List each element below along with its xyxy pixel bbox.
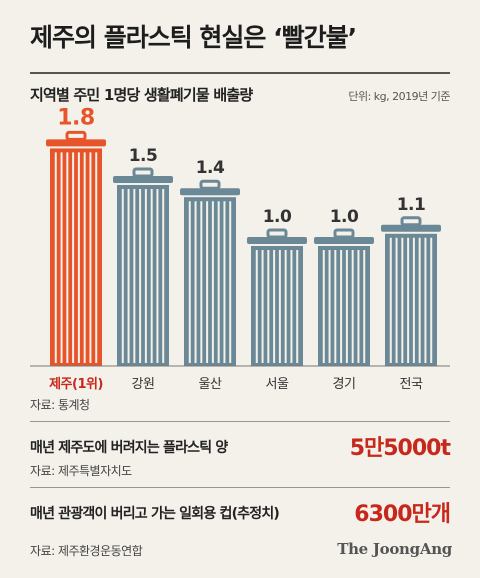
- trash-body: [184, 197, 236, 366]
- trash-lid: [314, 237, 374, 244]
- title-divider: [30, 72, 450, 74]
- chart-source: 자료: 통계청: [30, 398, 90, 412]
- category-label-3: 서울: [266, 377, 289, 392]
- data-label-4: 1.0: [330, 207, 359, 227]
- trash-body: [318, 246, 370, 366]
- fact-2-label: 매년 관광객이 버리고 가는 일회용 컵(추정치): [30, 506, 280, 522]
- trash-lid-handle: [65, 130, 87, 141]
- trash-body: [251, 246, 303, 366]
- fact-divider-1: [30, 421, 450, 422]
- bar-2: [180, 179, 240, 366]
- bar-3: [247, 228, 307, 366]
- fact-1-source: 자료: 제주특별자치도: [30, 464, 132, 478]
- joongang-logo: The JoongAng: [337, 540, 452, 558]
- fact-1-label: 매년 제주도에 버려지는 플라스틱 양: [30, 440, 228, 456]
- bar-1: [113, 167, 173, 366]
- trash-lid-handle: [266, 228, 288, 239]
- data-label-3: 1.0: [263, 207, 292, 227]
- trash-body: [117, 185, 169, 366]
- category-label-1: 강원: [132, 377, 155, 392]
- trash-lid-handle: [400, 216, 422, 227]
- trash-lid-handle: [333, 228, 355, 239]
- bar-5: [381, 216, 441, 366]
- category-label-0: 제주(1위): [49, 377, 103, 392]
- trash-lid: [46, 139, 106, 147]
- trash-body: [385, 233, 437, 366]
- chart-unit: 단위: kg, 2019년 기준: [348, 90, 450, 103]
- category-label-4: 경기: [333, 377, 356, 392]
- trash-lid: [381, 224, 441, 232]
- category-label-5: 전국: [400, 377, 423, 392]
- trash-lid: [180, 188, 240, 196]
- trash-lid-handle: [132, 167, 154, 178]
- fact-2-source: 자료: 제주환경운동연합: [30, 544, 143, 558]
- trash-lid: [247, 237, 307, 244]
- trash-body: [50, 148, 102, 366]
- fact-1-value: 5만5000t: [349, 436, 451, 461]
- fact-divider-2: [30, 487, 450, 488]
- trash-lid-handle: [199, 179, 221, 190]
- data-label-5: 1.1: [397, 195, 426, 215]
- bar-0: [46, 130, 106, 366]
- fact-2-value: 6300만개: [354, 502, 451, 527]
- data-label-1: 1.5: [129, 146, 158, 166]
- page-title: 제주의 플라스틱 현실은 ‘빨간불’: [30, 23, 357, 52]
- bar-chart: 1.8 제주(1위) 1.5 강원 1.4 울산 1.0 서울 1.0 경기 1.1 전국: [30, 105, 450, 392]
- data-label-0: 1.8: [57, 105, 94, 130]
- category-label-2: 울산: [199, 377, 222, 392]
- bar-4: [314, 228, 374, 366]
- chart-subtitle: 지역별 주민 1명당 생활폐기물 배출량: [30, 86, 253, 104]
- trash-lid: [113, 176, 173, 183]
- data-label-2: 1.4: [196, 158, 225, 178]
